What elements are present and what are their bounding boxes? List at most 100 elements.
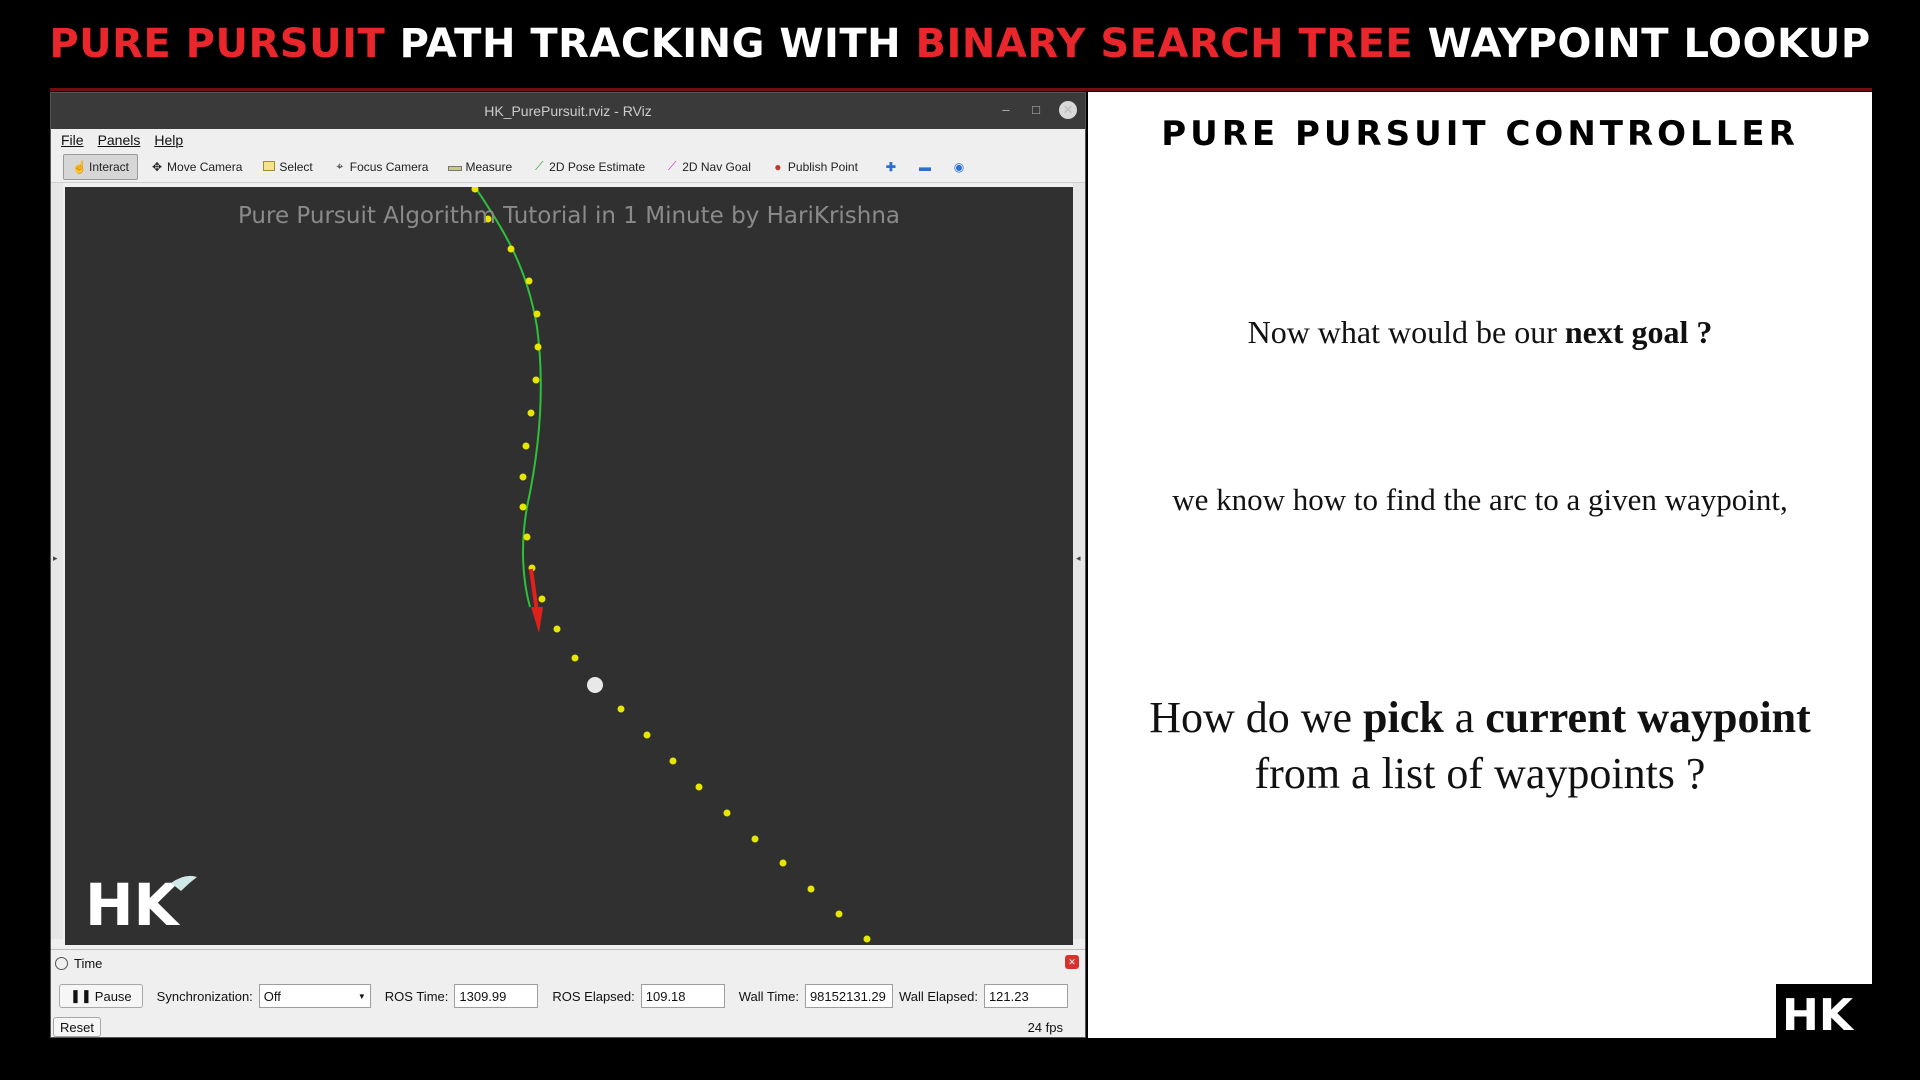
menu-help[interactable]: Help (154, 132, 184, 148)
waypoint-dot (525, 277, 533, 285)
lookahead-point (587, 677, 603, 693)
waypoint-dot (519, 503, 527, 511)
waypoint-dot (807, 885, 815, 893)
waypoint-dot (669, 757, 677, 765)
plus-icon: ✚ (885, 159, 896, 174)
focus-camera-tool-button[interactable]: ⌖ Focus Camera (325, 154, 437, 180)
slide-line-next-goal: Now what would be our next goal ? (1088, 314, 1872, 351)
3d-viewport[interactable]: Pure Pursuit Algorithm Tutorial in 1 Min… (65, 187, 1073, 945)
crosshair-icon: ⌖ (336, 159, 344, 173)
move-camera-label: Move Camera (167, 159, 243, 174)
maximize-icon[interactable]: □ (1032, 102, 1040, 117)
hk-corner-logo-text: HK (1782, 990, 1855, 1038)
slide-panel: PURE PURSUIT CONTROLLER Now what would b… (1088, 92, 1872, 1038)
interact-tool-button[interactable]: ☝ Interact (63, 153, 139, 180)
waypoint-dot (553, 625, 561, 633)
menu-bar: File Panels Help (51, 129, 1085, 151)
banner-highlight-1: PURE PURSUIT (49, 21, 386, 67)
rviz-window: HK_PurePursuit.rviz - RViz – □ ✕ File Pa… (50, 92, 1086, 1038)
window-title: HK_PurePursuit.rviz - RViz (484, 103, 652, 119)
waypoint-dot (471, 187, 479, 193)
publish-point-label: Publish Point (787, 159, 858, 174)
waypoint-dot (507, 245, 515, 253)
hk-logo-bird (171, 875, 197, 891)
remove-tool-button[interactable]: ▬ (910, 154, 940, 180)
nav-goal-label: 2D Nav Goal (682, 159, 751, 174)
add-tool-button[interactable]: ✚ (876, 154, 906, 180)
tool-bar: ☝ Interact ✥ Move Camera Select ⌖ Focus … (51, 151, 1085, 183)
waypoint-dot (533, 310, 541, 318)
robot-heading-arrow-shaft (529, 568, 539, 613)
time-controls-row: ❚❚ Pause Synchronization: Off ▼ ROS Time… (59, 984, 1068, 1008)
line3-text-e: from a list of waypoints ? (1254, 749, 1706, 798)
waypoint-markers (471, 187, 871, 943)
waypoint-dot (571, 654, 579, 662)
pose-estimate-tool-button[interactable]: ⟋ 2D Pose Estimate (524, 154, 653, 180)
right-dock-handle[interactable]: ◂ (1073, 183, 1085, 939)
waypoint-dot (527, 409, 535, 417)
time-panel-title: Time (74, 955, 103, 971)
fps-readout: 24 fps (1027, 1020, 1063, 1035)
move-arrows-icon: ✥ (152, 159, 163, 174)
interact-label: Interact (89, 159, 130, 174)
view-options-button[interactable]: ◉ (944, 154, 974, 180)
waypoint-dot (532, 376, 540, 384)
hk-logo: HK (85, 871, 197, 935)
wall-time-field[interactable]: 98152131.29 (804, 984, 893, 1008)
move-camera-tool-button[interactable]: ✥ Move Camera (142, 154, 250, 180)
viewport-overlay-title: Pure Pursuit Algorithm Tutorial in 1 Min… (237, 203, 901, 229)
expand-right-icon: ◂ (1076, 553, 1081, 563)
select-tool-button[interactable]: Select (254, 154, 320, 180)
ros-elapsed-label: ROS Elapsed: (552, 988, 635, 1004)
green-arrow-icon: ⟋ (534, 159, 544, 173)
wall-elapsed-label: Wall Elapsed: (898, 988, 978, 1004)
slide-line-question: How do we pick a current waypoint from a… (1088, 690, 1872, 802)
eye-icon: ◉ (953, 159, 965, 174)
waypoint-dot (484, 215, 492, 223)
minimize-icon[interactable]: – (1002, 102, 1010, 117)
waypoint-dot (695, 783, 703, 791)
line1-bold: next goal ? (1564, 314, 1713, 350)
clock-icon (55, 956, 68, 970)
time-panel-header: Time (55, 954, 102, 972)
reset-button[interactable]: Reset (53, 1017, 101, 1037)
pause-label: Pause (94, 988, 132, 1004)
waypoint-dot (779, 859, 787, 867)
pause-button[interactable]: ❚❚ Pause (59, 984, 143, 1008)
banner-text-2: WAYPOINT LOOKUP (1413, 21, 1871, 67)
ruler-icon (448, 160, 463, 174)
select-box-icon (262, 160, 276, 174)
close-icon[interactable]: ✕ (1059, 101, 1077, 119)
ros-time-field[interactable]: 1309.99 (454, 984, 539, 1008)
line3-text-a: How do we (1149, 693, 1364, 742)
nav-goal-tool-button[interactable]: ⟋ 2D Nav Goal (657, 154, 759, 180)
left-dock-handle[interactable]: ▸ (51, 183, 63, 939)
waypoint-dot (519, 473, 527, 481)
line3-bold-waypoint: current waypoint (1485, 693, 1811, 742)
publish-point-tool-button[interactable]: ● Publish Point (763, 154, 866, 180)
line1-text: Now what would be our (1247, 314, 1565, 350)
waypoint-dot (523, 533, 531, 541)
menu-panels[interactable]: Panels (97, 132, 141, 148)
menu-file[interactable]: File (61, 132, 84, 148)
waypoint-dot (643, 731, 651, 739)
banner-title: PURE PURSUIT PATH TRACKING WITH BINARY S… (0, 0, 1920, 88)
waypoint-dot (534, 343, 542, 351)
wall-elapsed-field[interactable]: 121.23 (983, 984, 1068, 1008)
measure-tool-button[interactable]: Measure (440, 154, 520, 180)
sync-dropdown[interactable]: Off ▼ (258, 984, 371, 1008)
line3-text-c: a (1443, 693, 1486, 742)
sync-label: Synchronization: (156, 988, 253, 1004)
hk-corner-logo: HK (1776, 984, 1872, 1038)
ros-elapsed-field[interactable]: 109.18 (640, 984, 725, 1008)
slide-line-arc: we know how to find the arc to a given w… (1172, 482, 1788, 517)
select-label: Select (279, 159, 313, 174)
path-visualization (471, 187, 871, 943)
close-panel-icon[interactable]: ✕ (1065, 955, 1079, 969)
banner-divider (50, 88, 1872, 91)
ros-time-label: ROS Time: (384, 988, 449, 1004)
waypoint-dot (835, 910, 843, 918)
window-titlebar[interactable]: HK_PurePursuit.rviz - RViz – □ ✕ (51, 93, 1085, 129)
time-panel: Time ✕ ❚❚ Pause Synchronization: Off ▼ R… (51, 949, 1085, 1037)
waypoint-dot (863, 935, 871, 943)
